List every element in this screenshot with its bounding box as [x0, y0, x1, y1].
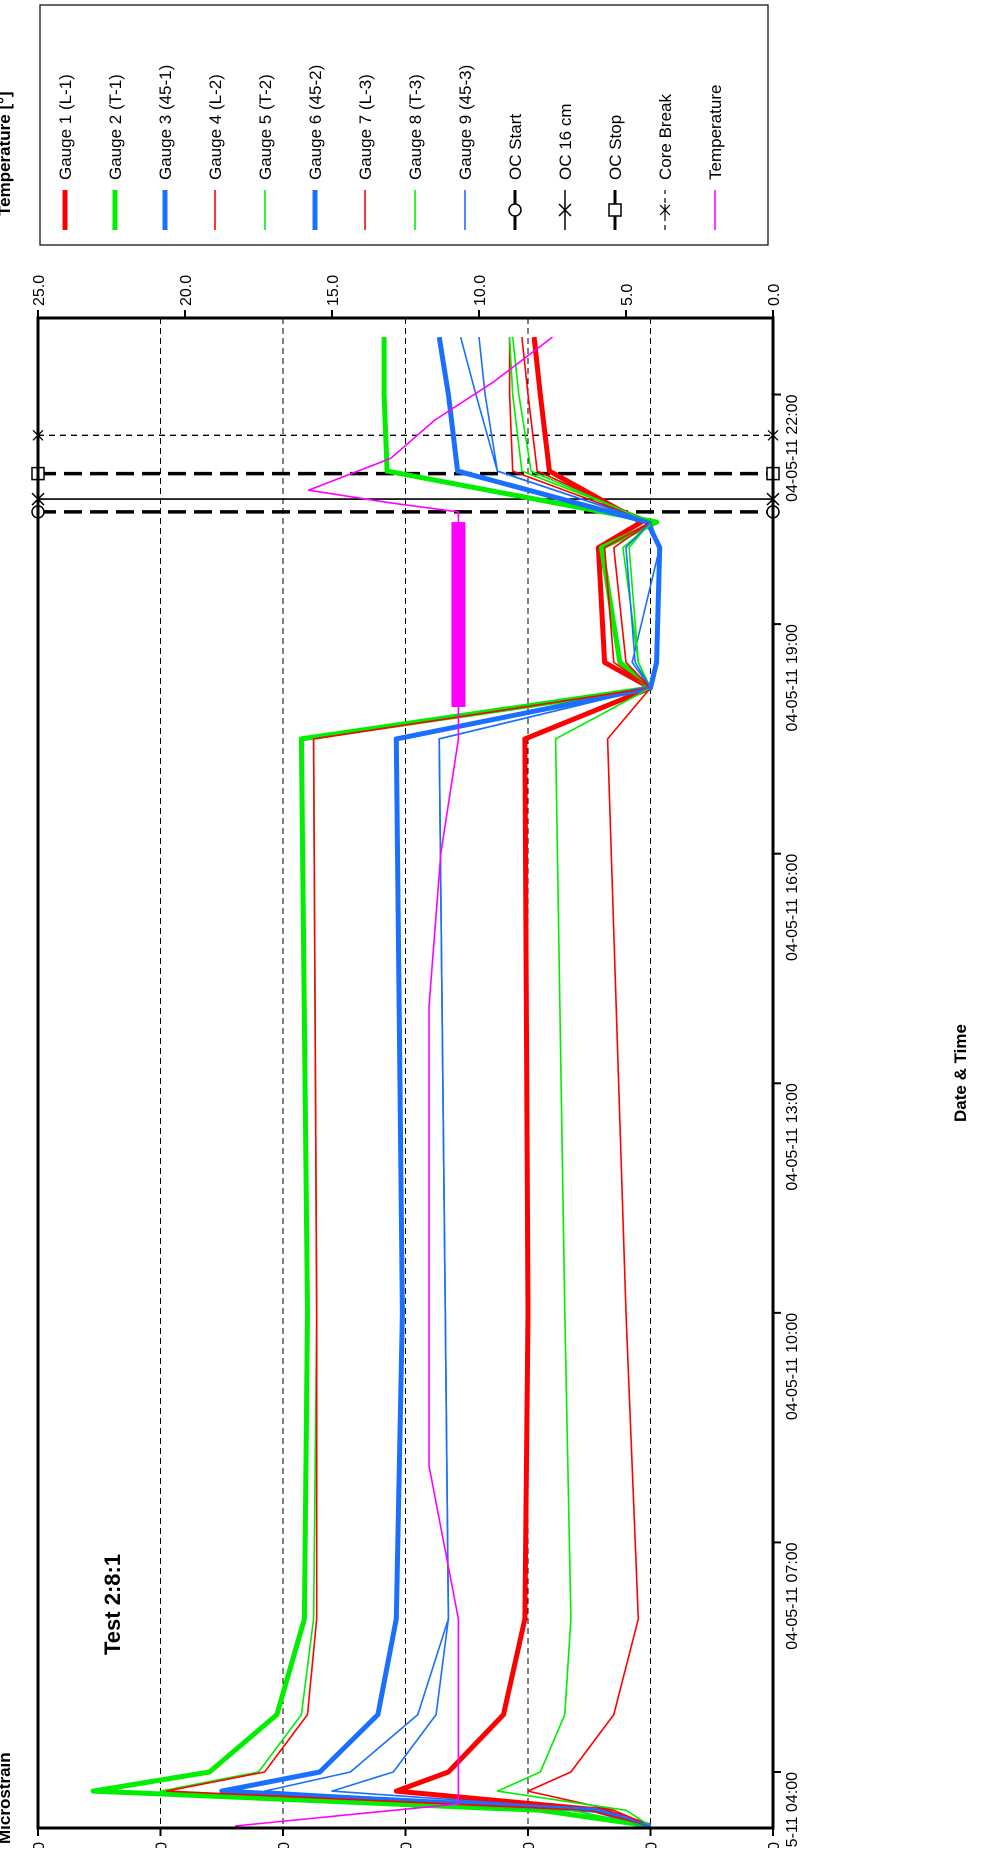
y2-tick-label: 20.0 [178, 275, 195, 306]
legend-marker-square [608, 203, 622, 217]
legend-label: OC 16 cm [556, 103, 575, 180]
series-line-1 [393, 336, 653, 1829]
y-tick-label: 0 [644, 1842, 661, 1848]
series-line-4 [508, 337, 652, 1827]
y2-tick-label: 10.0 [472, 275, 489, 306]
legend-box [39, 4, 769, 246]
y-axis-ticks: -200 0 200 400 600 800 1000 [31, 1828, 783, 1853]
legend-label: Gauge 4 (L-2) [206, 74, 225, 180]
y-tick-label: 1000 [31, 1842, 48, 1848]
legend-label: Gauge 7 (L-3) [356, 74, 375, 180]
series-line-8 [496, 337, 652, 1827]
y2-tick-label: 0.0 [766, 284, 783, 306]
x-tick-label: 04-05-11 22:00 [784, 394, 801, 501]
legend-label: Gauge 5 (T-2) [256, 74, 275, 180]
legend: Gauge 1 (L-1) Gauge 2 (T-1) Gauge 3 (45-1)… [39, 4, 769, 246]
legend-label: Gauge 9 (45-3) [456, 65, 475, 180]
y-tick-label: 400 [399, 1842, 416, 1848]
x-tick-label: 04-05-11 16:00 [784, 854, 801, 961]
y2-axis-ticks: 0.0 5.0 10.0 15.0 20.0 25.0 [31, 275, 783, 318]
y-tick-label: 200 [521, 1842, 538, 1848]
legend-label: Gauge 1 (L-1) [56, 74, 75, 180]
y2-tick-label: 15.0 [325, 275, 342, 306]
legend-marker-circle [508, 203, 522, 217]
legend-label: Gauge 6 (45-2) [306, 65, 325, 180]
series-line-10 [234, 336, 553, 1827]
legend-label: Core Break [656, 94, 675, 180]
legend-label: Gauge 2 (T-1) [106, 74, 125, 180]
x-tick-label: 04-05-11 04:00 [784, 1772, 801, 1848]
legend-label: OC Start [506, 114, 525, 180]
y-axis-label: Microstrain [0, 1752, 14, 1844]
y2-axis-label: Temperature [°] [0, 91, 14, 216]
legend-label: Temperature [706, 85, 725, 180]
legend-label: OC Stop [606, 115, 625, 180]
y-tick-label: 600 [276, 1842, 293, 1848]
legend-label: Gauge 3 (45-1) [156, 65, 175, 180]
series-line-9 [331, 337, 652, 1827]
temperature-noise-band [451, 522, 466, 708]
y-tick-label: 800 [154, 1842, 171, 1848]
series-line-2 [90, 337, 660, 1829]
y2-tick-label: 5.0 [619, 284, 636, 306]
x-tick-label: 04-05-11 07:00 [784, 1542, 801, 1649]
y-tick-label: -200 [766, 1842, 783, 1848]
x-tick-label: 04-05-11 10:00 [784, 1313, 801, 1420]
x-tick-label: 04-05-11 13:00 [784, 1083, 801, 1190]
series-line-7 [165, 337, 652, 1827]
legend-label: Gauge 8 (T-3) [406, 74, 425, 180]
x-axis-ticks: 04-05-11 04:00 04-05-11 07:00 04-05-11 10:… [773, 393, 801, 1853]
x-tick-label: 04-05-11 19:00 [784, 624, 801, 731]
series-line-3 [219, 336, 663, 1829]
series-lines [90, 336, 663, 1829]
y2-tick-label: 25.0 [31, 275, 48, 306]
axis-labels: Microstrain Temperature [°] Date & Time … [0, 91, 970, 1844]
chart-title: Test 2:8:1 [100, 1554, 125, 1655]
x-axis-label: Date & Time [951, 1024, 970, 1122]
legend-marker-x [558, 203, 572, 217]
